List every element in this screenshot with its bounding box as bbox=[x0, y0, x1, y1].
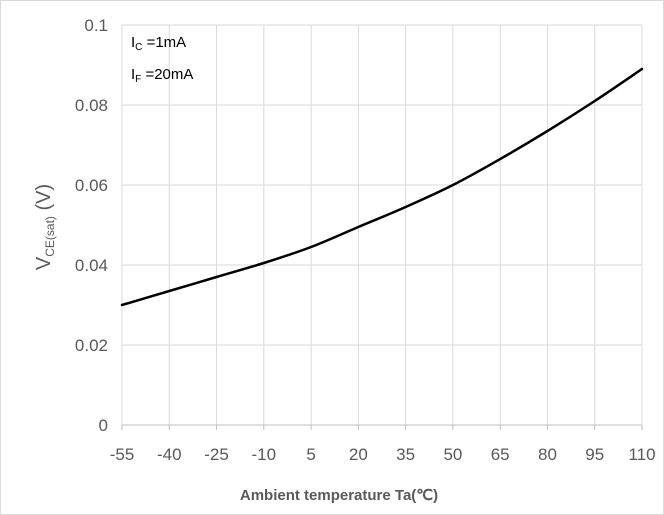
x-tick-label: -25 bbox=[204, 445, 229, 464]
grid bbox=[121, 24, 643, 426]
y-tick-label: 0.06 bbox=[75, 176, 108, 195]
x-tick-label: -55 bbox=[110, 445, 135, 464]
annotation-if: IF =20mA bbox=[131, 66, 193, 85]
x-tick-label: -40 bbox=[157, 445, 182, 464]
annotation-ic-main: I bbox=[131, 34, 135, 51]
x-tick-label: 20 bbox=[349, 445, 368, 464]
y-tick-labels: 0 0.02 0.04 0.06 0.08 0.1 bbox=[75, 16, 108, 435]
x-tick-label: 35 bbox=[396, 445, 415, 464]
x-axis-title: Ambient temperature Ta(℃) bbox=[240, 487, 438, 504]
y-axis-title-subscript: CE(sat) bbox=[43, 216, 57, 257]
x-tick-label: 110 bbox=[628, 445, 655, 464]
x-tick-label: 50 bbox=[443, 445, 462, 464]
y-axis-title-main: V bbox=[33, 256, 55, 270]
annotation-if-value: =20mA bbox=[141, 66, 193, 83]
series-line-0 bbox=[120, 67, 644, 307]
annotation-ic: IC =1mA bbox=[131, 34, 186, 53]
y-tick-label: 0.1 bbox=[84, 16, 108, 35]
annotation-if-main: I bbox=[131, 66, 135, 83]
y-tick-label: 0 bbox=[99, 416, 108, 435]
y-axis-title: VCE(sat) (V) bbox=[33, 184, 57, 270]
annotation-ic-subscript: C bbox=[135, 42, 142, 53]
y-tick-label: 0.04 bbox=[75, 256, 108, 275]
axes bbox=[121, 424, 643, 430]
y-tick-label: 0.02 bbox=[75, 336, 108, 355]
x-tick-label: 5 bbox=[306, 445, 315, 464]
annotation-if-subscript: F bbox=[135, 74, 141, 85]
annotation-ic-value: =1mA bbox=[142, 34, 186, 51]
y-tick-label: 0.08 bbox=[75, 96, 108, 115]
x-tick-label: 95 bbox=[585, 445, 604, 464]
x-tick-label: 65 bbox=[491, 445, 510, 464]
x-tick-labels: -55 -40 -25 -10 5 20 35 50 65 80 95 110 bbox=[110, 445, 656, 464]
y-axis-title-unit: (V) bbox=[33, 184, 55, 216]
series-lines bbox=[120, 67, 644, 307]
x-tick-label: -10 bbox=[252, 445, 277, 464]
x-tick-label: 80 bbox=[538, 445, 557, 464]
